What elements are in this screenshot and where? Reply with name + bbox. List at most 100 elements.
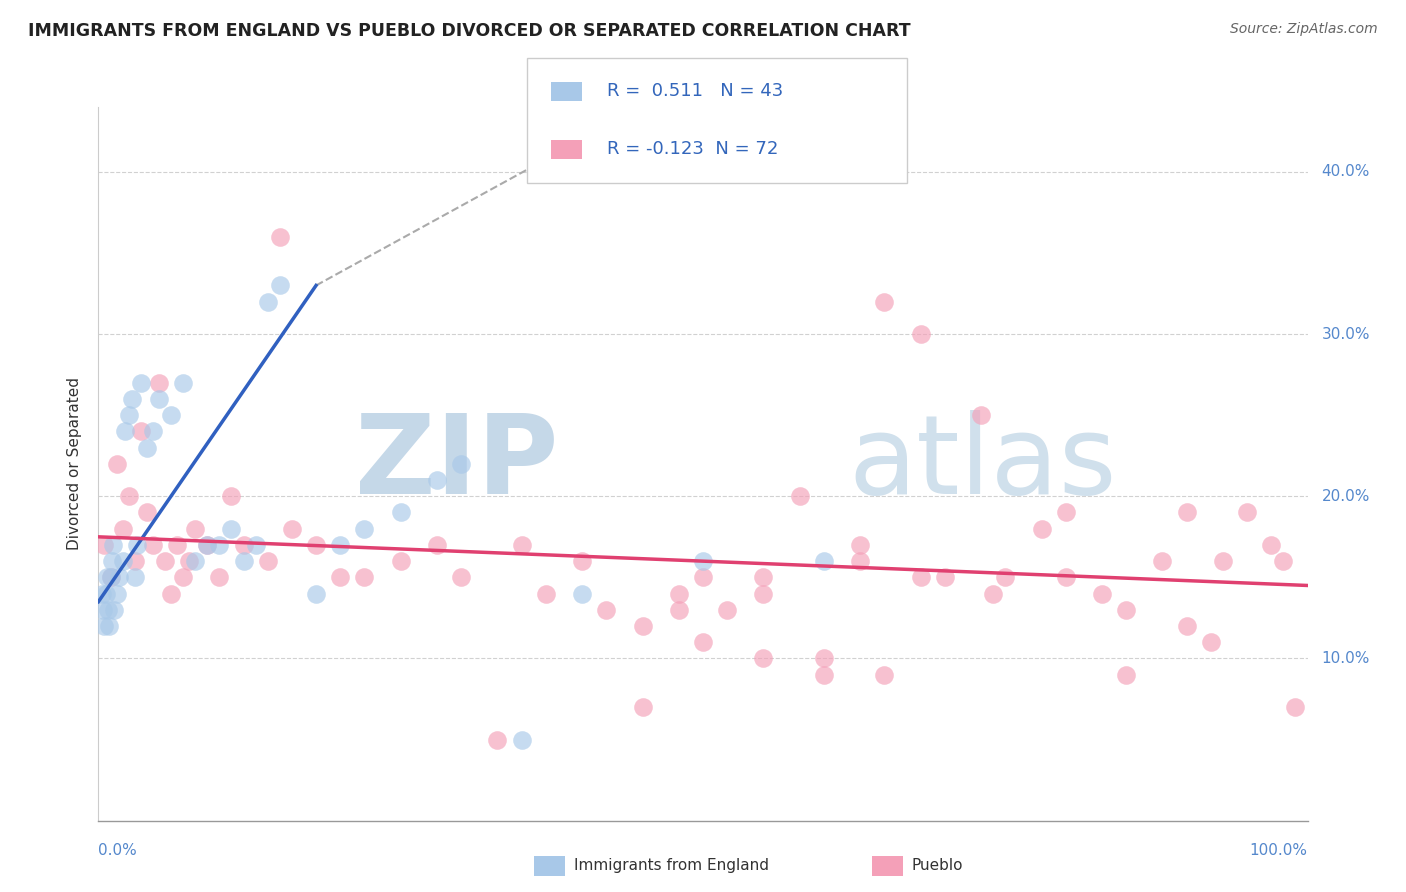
Point (353, 570, 375, 584)
Point (208, 538, 231, 552)
Point (129, 425, 152, 439)
Point (1272, 554, 1295, 568)
Point (1212, 554, 1234, 568)
Point (93, 619, 115, 633)
Point (124, 570, 146, 584)
Text: R = -0.123  N = 72: R = -0.123 N = 72 (607, 140, 779, 159)
Point (96, 570, 118, 584)
Point (166, 538, 188, 552)
Point (1031, 522, 1053, 536)
Point (93, 538, 115, 552)
Point (849, 554, 872, 568)
Point (118, 489, 141, 503)
Point (160, 586, 183, 600)
Point (450, 570, 472, 584)
Point (450, 457, 472, 471)
Point (510, 538, 533, 552)
Point (631, 700, 654, 714)
Point (221, 489, 243, 503)
Point (849, 538, 872, 552)
Point (1175, 619, 1198, 633)
Point (426, 473, 449, 487)
Point (91, 603, 114, 617)
Text: IMMIGRANTS FROM ENGLAND VS PUEBLO DIVORCED OR SEPARATED CORRELATION CHART: IMMIGRANTS FROM ENGLAND VS PUEBLO DIVORC… (28, 22, 911, 40)
Point (486, 732, 509, 747)
Point (994, 570, 1017, 584)
Point (94, 586, 117, 600)
Point (910, 570, 932, 584)
Point (329, 570, 352, 584)
Point (142, 538, 165, 552)
Point (1236, 506, 1258, 520)
Text: 40.0%: 40.0% (1322, 164, 1369, 179)
Point (121, 392, 143, 406)
Y-axis label: Divorced or Separated: Divorced or Separated (67, 377, 83, 550)
Point (716, 603, 738, 617)
Point (184, 522, 207, 536)
Point (692, 570, 714, 584)
Point (124, 554, 146, 568)
Point (1284, 700, 1306, 714)
Point (426, 538, 449, 552)
Point (389, 554, 412, 568)
Point (389, 506, 412, 520)
Point (1199, 635, 1222, 649)
Point (813, 554, 835, 568)
Point (981, 586, 1004, 600)
Point (135, 441, 157, 455)
Point (1152, 554, 1174, 568)
Point (353, 522, 375, 536)
Point (873, 294, 896, 309)
Point (305, 586, 328, 600)
Point (142, 425, 165, 439)
Point (129, 376, 152, 390)
Point (105, 586, 128, 600)
Point (571, 586, 593, 600)
Point (1115, 667, 1137, 681)
Point (100, 570, 122, 584)
Point (256, 554, 278, 568)
Point (1054, 570, 1077, 584)
Point (970, 408, 993, 422)
Text: Pueblo: Pueblo (911, 858, 963, 872)
Point (752, 651, 775, 665)
Point (245, 538, 267, 552)
Point (269, 229, 291, 244)
Point (208, 570, 231, 584)
Point (631, 619, 654, 633)
Point (172, 376, 194, 390)
Point (873, 667, 896, 681)
Point (534, 586, 557, 600)
Point (179, 554, 201, 568)
Point (195, 538, 218, 552)
Point (510, 732, 533, 747)
Point (148, 376, 170, 390)
Point (160, 408, 183, 422)
Text: 100.0%: 100.0% (1250, 843, 1308, 858)
Point (305, 538, 328, 552)
Point (752, 570, 775, 584)
Point (752, 586, 775, 600)
Point (114, 425, 136, 439)
Point (281, 522, 304, 536)
Point (692, 635, 714, 649)
Point (103, 603, 125, 617)
Point (789, 489, 811, 503)
Text: ZIP: ZIP (354, 410, 558, 517)
Point (153, 554, 176, 568)
Point (232, 538, 254, 552)
Text: Immigrants from England: Immigrants from England (574, 858, 769, 872)
Point (813, 651, 835, 665)
Point (1054, 506, 1077, 520)
Point (148, 392, 170, 406)
Text: 0.0%: 0.0% (98, 843, 138, 858)
Point (184, 554, 207, 568)
Point (172, 570, 194, 584)
Point (813, 667, 835, 681)
Point (118, 408, 141, 422)
Point (108, 570, 131, 584)
Point (668, 603, 690, 617)
Point (97, 603, 120, 617)
Point (232, 554, 254, 568)
Point (100, 570, 122, 584)
